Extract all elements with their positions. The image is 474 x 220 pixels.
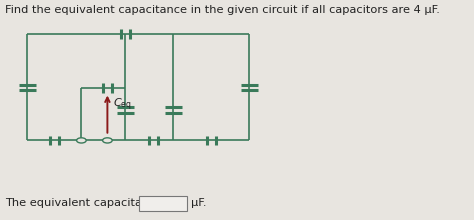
Text: μF.: μF. [191, 198, 207, 208]
Text: The equivalent capacitance is: The equivalent capacitance is [5, 198, 175, 208]
Circle shape [77, 138, 86, 143]
Text: $C_\mathrm{eq}$: $C_\mathrm{eq}$ [113, 97, 132, 113]
Circle shape [102, 138, 112, 143]
FancyBboxPatch shape [139, 196, 187, 211]
Text: Find the equivalent capacitance in the given circuit if all capacitors are 4 μF.: Find the equivalent capacitance in the g… [5, 5, 440, 15]
